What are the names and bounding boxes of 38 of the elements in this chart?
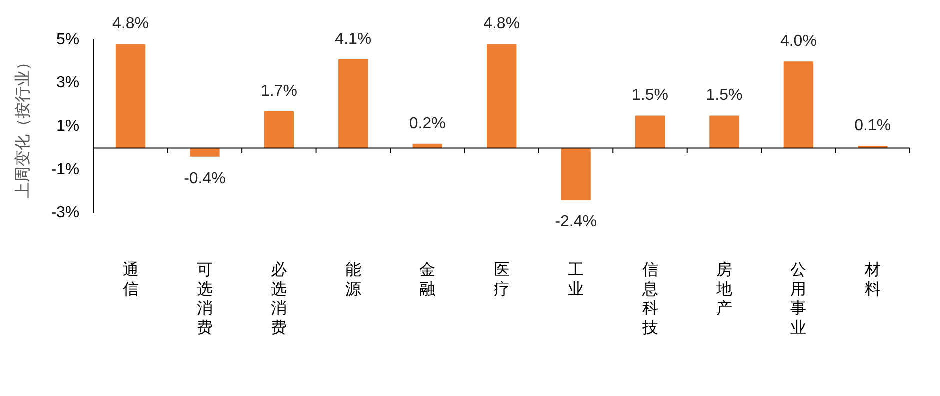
y-tick-label: 5% xyxy=(56,31,80,48)
data-label: -0.4% xyxy=(184,170,226,188)
y-axis-title: 上周变化（按行业） xyxy=(14,54,32,199)
bar xyxy=(635,116,666,148)
data-label: 4.1% xyxy=(335,30,372,48)
x-tick-label: 医疗 xyxy=(494,262,510,298)
y-tick-label: -1% xyxy=(51,161,80,178)
x-tick-label: 公用事业 xyxy=(790,262,807,337)
y-tick-label: 1% xyxy=(56,118,80,136)
data-label: 1.5% xyxy=(706,87,743,104)
data-label: 4.8% xyxy=(112,16,149,33)
x-tick-label: 房地产 xyxy=(715,261,732,318)
x-tick-label: 工业 xyxy=(568,262,584,298)
y-tick-label: -3% xyxy=(51,204,80,222)
data-label: -2.4% xyxy=(555,214,597,231)
bar xyxy=(264,111,294,148)
x-tick-label: 通信 xyxy=(122,261,139,298)
x-tick-label: 金融 xyxy=(420,262,436,298)
data-label: 1.7% xyxy=(260,82,298,100)
bar xyxy=(784,62,814,148)
y-tick-label: 3% xyxy=(56,74,80,92)
bar xyxy=(412,144,442,148)
bar xyxy=(486,44,517,148)
bar xyxy=(561,148,591,200)
bar xyxy=(116,44,146,148)
data-label: 0.2% xyxy=(409,115,446,132)
x-tick-label: 信息科技 xyxy=(641,262,658,337)
bar xyxy=(710,116,740,148)
x-tick-label: 能源 xyxy=(345,261,362,298)
x-tick-label: 可选消费 xyxy=(196,262,213,337)
data-label: 4.0% xyxy=(780,33,817,50)
bar xyxy=(190,148,220,157)
data-label: 0.1% xyxy=(854,117,892,134)
x-tick-label: 材料 xyxy=(864,261,881,298)
bar xyxy=(338,59,368,148)
x-tick-label: 必选消费 xyxy=(271,261,288,337)
data-label: 4.8% xyxy=(484,16,520,33)
data-label: 1.5% xyxy=(632,87,668,104)
